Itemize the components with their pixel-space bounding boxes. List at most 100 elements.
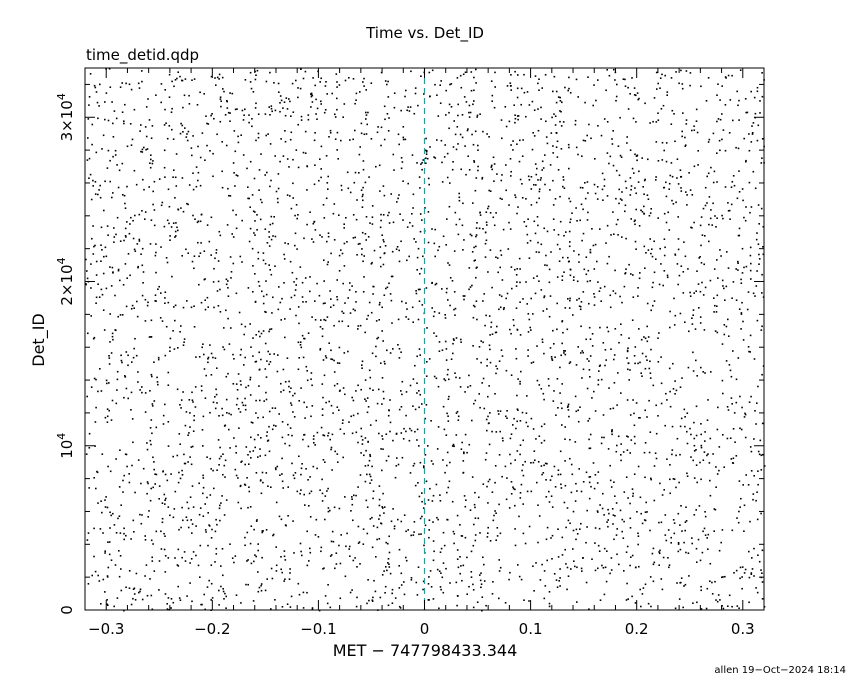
data-point (640, 512, 642, 515)
data-point (150, 443, 152, 446)
data-point (322, 204, 325, 206)
data-point (458, 196, 461, 199)
data-point (376, 402, 379, 405)
data-point (336, 279, 338, 281)
data-point (254, 446, 256, 449)
data-point (533, 590, 535, 592)
data-point (99, 368, 101, 370)
data-point (710, 371, 712, 373)
data-point (691, 129, 693, 132)
data-point (738, 119, 740, 121)
data-point (428, 599, 430, 601)
data-point (254, 300, 257, 303)
data-point (474, 259, 476, 261)
data-point (174, 304, 177, 307)
data-point (134, 250, 137, 252)
data-point (668, 564, 671, 566)
data-point (237, 408, 240, 410)
data-point (662, 104, 665, 107)
data-point (398, 587, 401, 589)
data-point (546, 230, 549, 233)
data-point (736, 517, 738, 519)
data-point (406, 226, 409, 228)
data-point (479, 214, 482, 216)
data-point (725, 77, 727, 79)
data-point (639, 361, 641, 364)
data-point (612, 407, 615, 410)
data-point (197, 171, 200, 174)
data-point (223, 598, 225, 600)
data-point (460, 168, 462, 171)
data-point (355, 218, 358, 221)
data-point (750, 262, 752, 265)
data-point (516, 394, 518, 397)
data-point (237, 373, 240, 375)
data-point (381, 403, 383, 405)
data-point (242, 154, 245, 156)
data-point (699, 322, 702, 324)
data-point (233, 358, 235, 360)
data-point (268, 410, 271, 413)
data-point (119, 314, 122, 316)
data-point (568, 76, 570, 79)
data-point (666, 399, 668, 401)
data-point (107, 234, 109, 236)
data-point (634, 153, 636, 156)
data-point (411, 225, 414, 227)
data-point (472, 345, 474, 347)
data-point (93, 527, 95, 530)
data-point (489, 412, 491, 414)
data-point (445, 567, 447, 570)
data-point (671, 425, 674, 428)
data-point (693, 450, 696, 452)
data-point (447, 415, 449, 417)
data-point (598, 550, 601, 552)
data-point (510, 74, 512, 76)
data-point (272, 235, 274, 237)
data-point (244, 356, 246, 359)
data-point (202, 515, 205, 517)
data-point (622, 537, 625, 539)
data-point (500, 179, 503, 182)
data-point (386, 286, 389, 289)
data-point (162, 423, 165, 425)
data-point (633, 94, 636, 96)
data-point (143, 146, 145, 149)
data-point (283, 282, 285, 284)
data-point (144, 539, 147, 541)
data-point (260, 358, 262, 361)
data-point (300, 473, 302, 476)
data-point (578, 468, 580, 470)
data-point (297, 214, 299, 216)
data-point (299, 492, 301, 495)
data-point (535, 562, 537, 564)
data-point (199, 544, 202, 547)
data-point (128, 481, 131, 484)
data-point (453, 542, 455, 545)
data-point (276, 370, 279, 373)
data-point (664, 424, 666, 427)
data-point (703, 451, 706, 453)
data-point (144, 411, 147, 413)
data-point (510, 332, 512, 335)
data-point (88, 447, 91, 449)
data-point (635, 566, 637, 569)
data-point (456, 410, 459, 413)
data-point (419, 288, 421, 291)
data-point (356, 566, 358, 568)
data-point (450, 83, 453, 85)
data-point (312, 77, 314, 79)
data-point (569, 200, 572, 203)
data-point (309, 276, 311, 278)
data-point (93, 555, 95, 558)
data-point (106, 408, 109, 410)
data-point (497, 271, 499, 274)
data-point (391, 322, 393, 324)
data-point (636, 159, 638, 162)
data-point (166, 608, 169, 610)
data-point (518, 515, 520, 518)
data-point (491, 430, 493, 433)
data-point (560, 487, 563, 489)
data-point (100, 603, 102, 605)
data-point (321, 335, 324, 338)
